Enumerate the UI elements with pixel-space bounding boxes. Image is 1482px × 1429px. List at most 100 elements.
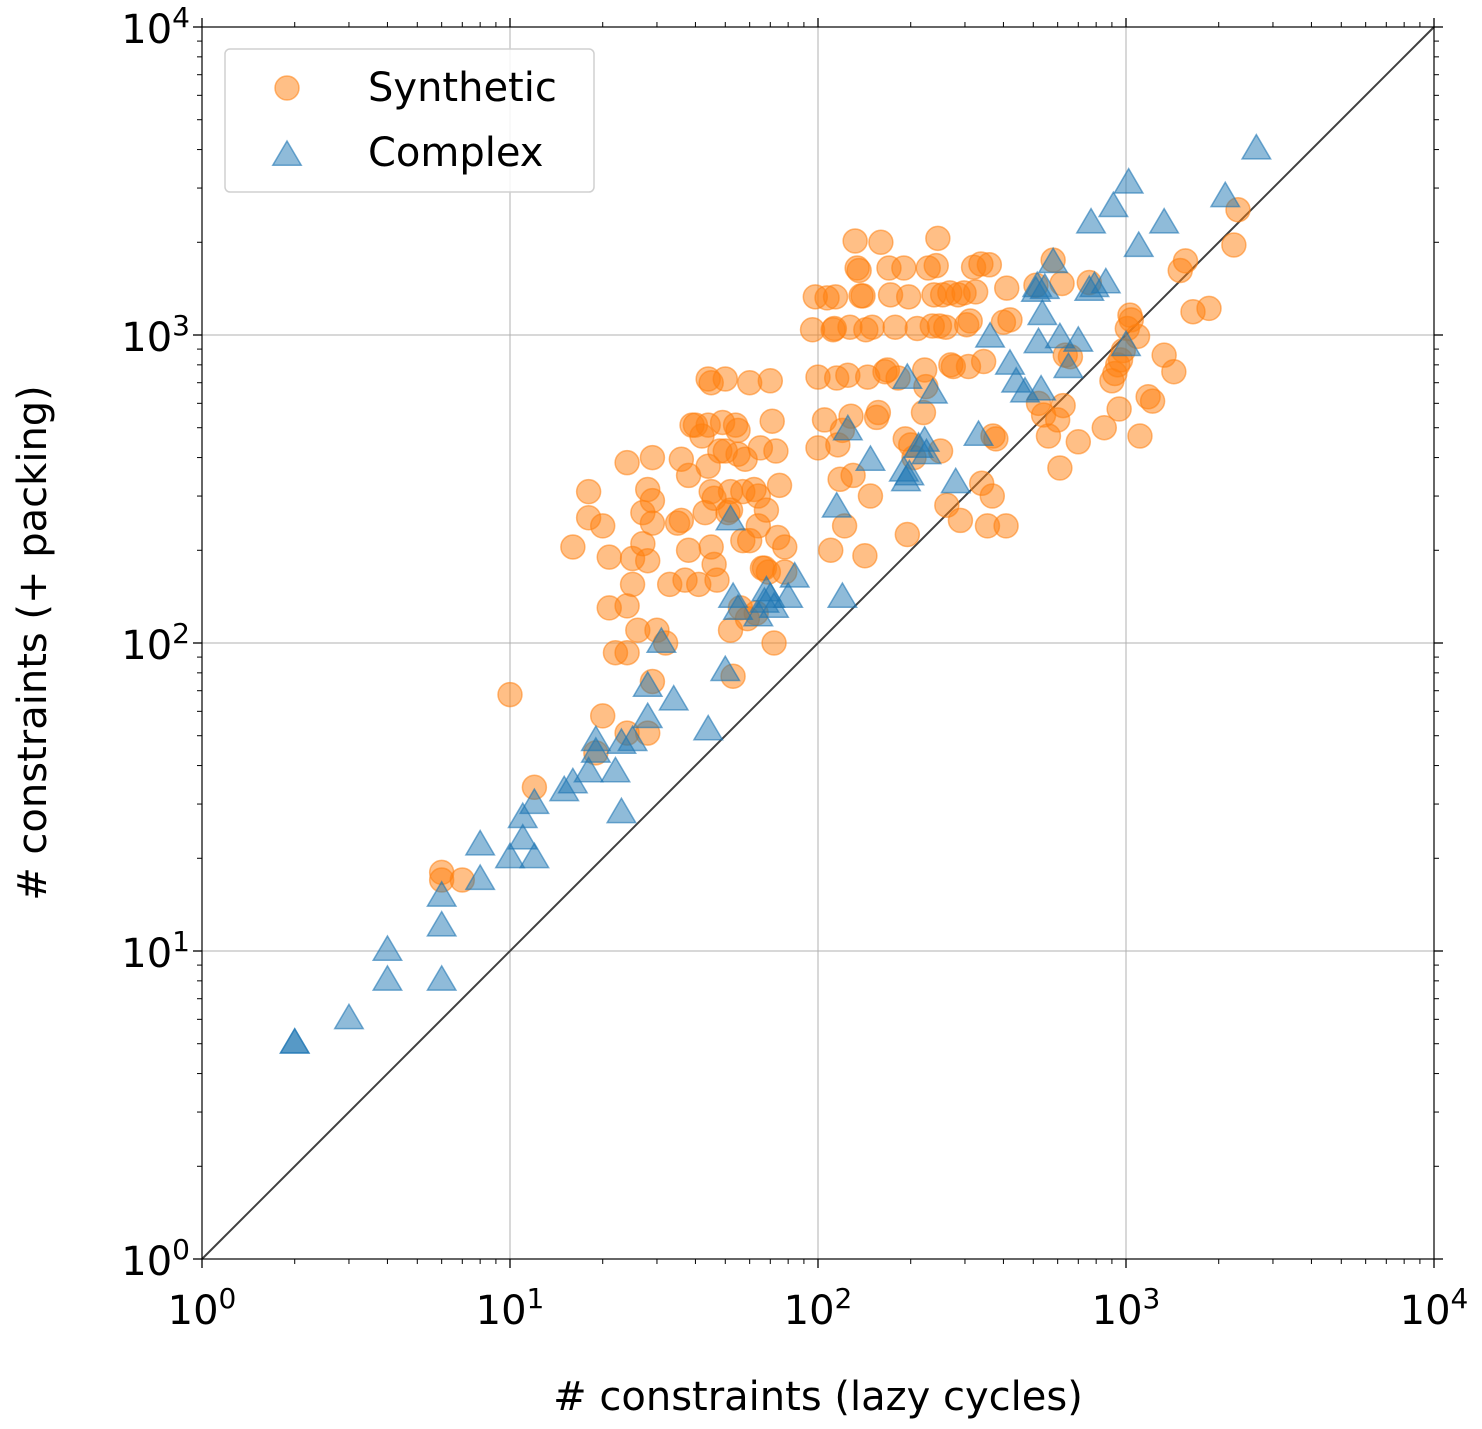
legend-label-synthetic: Synthetic bbox=[368, 65, 557, 111]
data-point-synthetic bbox=[675, 537, 702, 564]
data-point-complex bbox=[426, 964, 458, 991]
data-point-synthetic bbox=[575, 478, 602, 505]
data-point-synthetic bbox=[1050, 392, 1076, 419]
data-point-complex bbox=[910, 437, 943, 465]
x-tick-label: 101 bbox=[476, 1282, 545, 1334]
data-point-synthetic bbox=[993, 275, 1020, 301]
y-tick-exponent: 1 bbox=[172, 925, 190, 958]
x-tick-base: 10 bbox=[1400, 1288, 1451, 1334]
data-point-synthetic bbox=[933, 314, 959, 340]
data-point-complex bbox=[1026, 298, 1058, 326]
data-point-complex bbox=[494, 841, 526, 869]
data-point-synthetic bbox=[1127, 423, 1153, 449]
data-point-complex bbox=[632, 670, 664, 697]
y-tick-label: 102 bbox=[121, 617, 190, 669]
data-point-complex bbox=[962, 419, 995, 447]
data-point-complex bbox=[772, 581, 804, 609]
x-tick-label: 103 bbox=[1092, 1282, 1161, 1334]
data-point-synthetic bbox=[817, 537, 844, 564]
data-point-complex bbox=[1097, 190, 1129, 218]
data-point-synthetic bbox=[1161, 358, 1187, 385]
y-tick-label: 100 bbox=[121, 1233, 190, 1285]
data-point-synthetic bbox=[614, 639, 640, 666]
data-point-complex bbox=[714, 503, 747, 531]
data-point-synthetic bbox=[882, 314, 908, 340]
data-point-synthetic bbox=[668, 507, 695, 534]
data-point-synthetic bbox=[1091, 414, 1118, 441]
data-point-synthetic bbox=[842, 228, 868, 254]
y-axis-label: # constraints (+ packing) bbox=[10, 385, 56, 901]
data-point-synthetic bbox=[589, 703, 616, 729]
x-tick-label: 100 bbox=[168, 1282, 237, 1334]
x-tick-base: 10 bbox=[784, 1288, 835, 1334]
data-point-synthetic bbox=[895, 284, 922, 310]
data-point-complex bbox=[917, 377, 949, 404]
data-point-synthetic bbox=[763, 438, 789, 464]
data-point-complex bbox=[1148, 207, 1180, 234]
data-point-complex bbox=[1062, 325, 1094, 352]
data-point-complex bbox=[821, 491, 853, 518]
data-point-complex bbox=[832, 413, 864, 441]
data-point-complex bbox=[518, 841, 550, 869]
data-point-synthetic bbox=[976, 252, 1003, 278]
x-tick-exponent: 4 bbox=[1451, 1282, 1469, 1315]
data-point-complex bbox=[580, 724, 612, 752]
data-point-complex bbox=[709, 654, 741, 682]
data-point-complex bbox=[426, 880, 458, 907]
data-point-synthetic bbox=[639, 444, 666, 471]
data-point-complex bbox=[632, 701, 664, 729]
y-tick-exponent: 4 bbox=[172, 1, 190, 34]
data-point-complex bbox=[722, 593, 754, 621]
x-axis-label: # constraints (lazy cycles) bbox=[553, 1374, 1083, 1420]
data-point-synthetic bbox=[1104, 352, 1131, 378]
data-point-synthetic bbox=[947, 507, 974, 534]
data-point-synthetic bbox=[859, 314, 885, 340]
data-point-synthetic bbox=[1172, 248, 1199, 274]
data-point-synthetic bbox=[970, 348, 997, 375]
data-point-synthetic bbox=[1221, 232, 1247, 258]
series-synthetic bbox=[428, 197, 1251, 893]
data-point-complex bbox=[1044, 321, 1076, 349]
data-point-complex bbox=[426, 910, 458, 937]
data-point-synthetic bbox=[822, 284, 849, 310]
data-point-complex bbox=[994, 348, 1026, 375]
data-point-complex bbox=[645, 626, 677, 654]
data-point-synthetic bbox=[634, 547, 661, 574]
data-point-complex bbox=[1052, 351, 1084, 379]
data-point-complex bbox=[1090, 266, 1122, 294]
data-point-synthetic bbox=[766, 472, 793, 499]
data-point-complex bbox=[464, 863, 496, 891]
data-point-synthetic bbox=[910, 399, 937, 426]
y-tick-base: 10 bbox=[121, 623, 172, 669]
y-tick-exponent: 3 bbox=[172, 309, 190, 342]
data-point-complex bbox=[573, 755, 605, 783]
data-point-complex bbox=[617, 724, 649, 752]
data-point-complex bbox=[605, 796, 637, 824]
data-point-synthetic bbox=[757, 368, 784, 394]
data-point-complex bbox=[279, 1027, 311, 1054]
data-point-complex bbox=[1029, 272, 1061, 300]
data-point-synthetic bbox=[868, 229, 894, 256]
data-point-complex bbox=[599, 755, 632, 783]
x-tick-exponent: 2 bbox=[835, 1282, 853, 1315]
data-point-synthetic bbox=[497, 681, 523, 708]
data-point-synthetic bbox=[846, 257, 872, 284]
data-point-synthetic bbox=[852, 542, 878, 569]
data-point-synthetic bbox=[923, 252, 949, 279]
data-point-complex bbox=[1022, 326, 1055, 354]
y-tick-label: 103 bbox=[121, 309, 190, 361]
data-point-complex bbox=[518, 787, 550, 815]
data-point-synthetic bbox=[639, 510, 666, 536]
x-tick-base: 10 bbox=[1092, 1288, 1143, 1334]
data-point-complex bbox=[507, 823, 539, 850]
data-point-synthetic bbox=[1106, 396, 1132, 422]
y-tick-exponent: 0 bbox=[172, 1233, 190, 1266]
data-point-complex bbox=[658, 684, 690, 711]
data-point-complex bbox=[371, 934, 403, 962]
data-point-complex bbox=[333, 1002, 365, 1030]
data-point-synthetic bbox=[957, 308, 983, 334]
data-point-complex bbox=[891, 362, 923, 389]
data-point-synthetic bbox=[614, 593, 640, 619]
